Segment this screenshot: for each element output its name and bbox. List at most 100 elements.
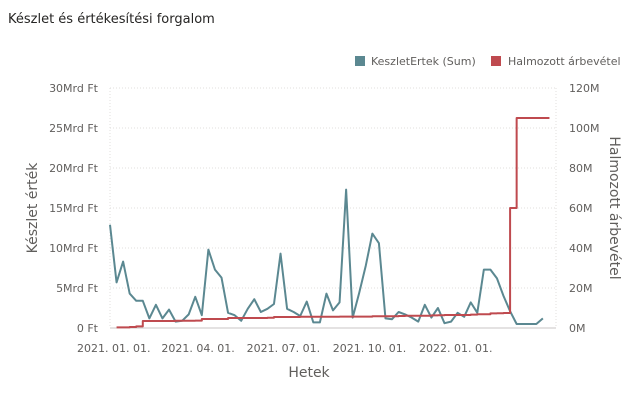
data-point bbox=[128, 326, 130, 328]
data-point bbox=[424, 304, 426, 306]
x-tick-label: 2021. 07. 01. bbox=[247, 342, 320, 355]
data-point bbox=[430, 314, 432, 316]
y-right-tick-label: 40M bbox=[569, 242, 593, 255]
y-left-tick-label: 10Mrd Ft bbox=[49, 242, 99, 255]
y-right-tick-label: 120M bbox=[569, 82, 600, 95]
data-point bbox=[227, 317, 229, 319]
data-point bbox=[273, 316, 275, 318]
data-point bbox=[535, 323, 537, 325]
data-point bbox=[233, 314, 235, 316]
data-point bbox=[207, 248, 209, 250]
legend-swatch-halmozott bbox=[491, 56, 501, 66]
data-point bbox=[404, 315, 406, 317]
data-point bbox=[483, 268, 485, 270]
data-point bbox=[168, 320, 170, 322]
data-point bbox=[384, 317, 386, 319]
data-point bbox=[201, 314, 203, 316]
data-point bbox=[188, 313, 190, 315]
y-left-axis-title: Készlet érték bbox=[25, 162, 41, 254]
data-point bbox=[443, 322, 445, 324]
y-right-tick-label: 80M bbox=[569, 162, 593, 175]
data-point bbox=[522, 323, 524, 325]
data-point bbox=[135, 300, 137, 302]
data-point bbox=[365, 264, 367, 266]
data-point bbox=[417, 320, 419, 322]
data-point bbox=[312, 321, 314, 323]
data-point bbox=[260, 317, 262, 319]
data-point bbox=[122, 260, 124, 262]
data-point bbox=[155, 304, 157, 306]
data-point bbox=[122, 326, 124, 328]
data-point bbox=[450, 320, 452, 322]
data-point bbox=[292, 311, 294, 313]
y-left-axis: 0 Ft 5Mrd Ft 10Mrd Ft 15Mrd Ft 20Mrd Ft 25Mrd… bbox=[49, 82, 99, 335]
data-point bbox=[220, 276, 222, 278]
y-left-tick-label: 30Mrd Ft bbox=[49, 82, 99, 95]
data-point bbox=[273, 303, 275, 305]
data-point bbox=[358, 292, 360, 294]
data-point bbox=[489, 268, 491, 270]
data-point bbox=[338, 315, 340, 317]
data-point bbox=[161, 317, 163, 319]
series-line bbox=[116, 117, 550, 329]
y-right-tick-label: 60M bbox=[569, 202, 593, 215]
data-point bbox=[247, 308, 249, 310]
data-point bbox=[319, 321, 321, 323]
y-left-tick-label: 25Mrd Ft bbox=[49, 122, 99, 135]
data-point bbox=[115, 326, 117, 328]
x-axis-title: Hetek bbox=[288, 365, 330, 381]
data-point bbox=[502, 295, 504, 297]
data-point bbox=[456, 312, 458, 314]
data-point bbox=[109, 224, 111, 226]
data-point bbox=[443, 314, 445, 316]
data-point bbox=[306, 300, 308, 302]
data-point bbox=[371, 232, 373, 234]
data-point bbox=[227, 312, 229, 314]
data-point bbox=[201, 318, 203, 320]
y-left-tick-label: 5Mrd Ft bbox=[56, 282, 99, 295]
x-tick-label: 2021. 04. 01. bbox=[161, 342, 234, 355]
data-point bbox=[168, 308, 170, 310]
data-point bbox=[470, 301, 472, 303]
data-point bbox=[496, 312, 498, 314]
y-right-tick-label: 20M bbox=[569, 282, 593, 295]
gridlines bbox=[109, 87, 557, 329]
series-halmozott-arbevetel bbox=[115, 117, 550, 329]
data-point bbox=[502, 312, 504, 314]
data-point bbox=[489, 312, 491, 314]
legend-swatch-keszlet bbox=[355, 56, 365, 66]
data-point bbox=[214, 268, 216, 270]
data-point bbox=[142, 300, 144, 302]
x-tick-label: 2021. 01. 01. bbox=[77, 342, 150, 355]
legend-label-halmozott: Halmozott árbevétel bbox=[508, 55, 621, 68]
data-point bbox=[260, 311, 262, 313]
data-point bbox=[371, 315, 373, 317]
series-keszlet-ertek bbox=[109, 188, 544, 325]
data-point bbox=[135, 325, 137, 327]
data-point bbox=[391, 318, 393, 320]
x-tick-label: 2022. 01. 01. bbox=[419, 342, 492, 355]
data-point bbox=[266, 308, 268, 310]
data-point bbox=[338, 301, 340, 303]
data-point bbox=[397, 311, 399, 313]
series-layer bbox=[109, 117, 550, 329]
y-right-tick-label: 0M bbox=[569, 322, 586, 335]
data-point bbox=[174, 320, 176, 322]
data-point bbox=[515, 117, 517, 119]
data-point bbox=[115, 281, 117, 283]
data-point bbox=[332, 309, 334, 311]
y-right-tick-label: 100M bbox=[569, 122, 600, 135]
data-point bbox=[509, 207, 511, 209]
data-point bbox=[194, 319, 196, 321]
data-point bbox=[266, 317, 268, 319]
data-point bbox=[476, 313, 478, 315]
data-point bbox=[542, 317, 544, 319]
data-point bbox=[253, 298, 255, 300]
y-left-tick-label: 15Mrd Ft bbox=[49, 202, 99, 215]
data-point bbox=[299, 316, 301, 318]
legend[interactable]: KeszletErtek (Sum) Halmozott árbevétel bbox=[355, 55, 621, 68]
data-point bbox=[515, 323, 517, 325]
data-point bbox=[437, 314, 439, 316]
